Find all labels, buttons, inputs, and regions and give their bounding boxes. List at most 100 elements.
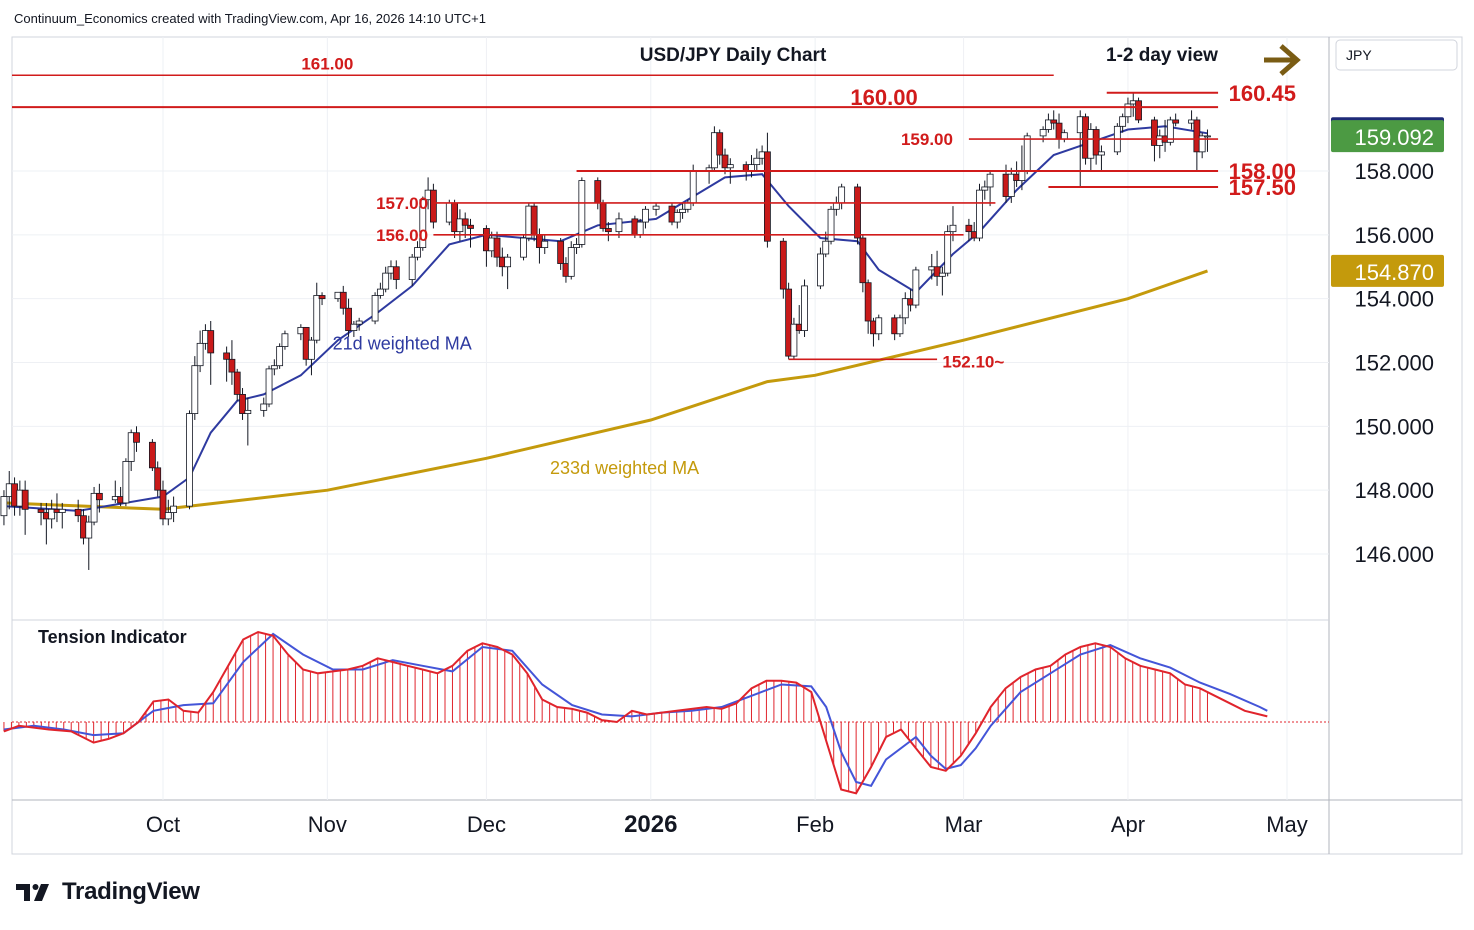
candle xyxy=(721,148,729,175)
ma-21-line xyxy=(3,125,1208,512)
candle xyxy=(864,279,872,334)
price-badge xyxy=(1331,120,1444,153)
candle-body xyxy=(376,288,384,296)
ma-label: 21d weighted MA xyxy=(333,333,472,353)
candle xyxy=(154,461,162,497)
candle xyxy=(148,439,156,472)
price-axis-label: 154.000 xyxy=(1354,287,1434,312)
candle xyxy=(944,225,952,277)
candle xyxy=(1007,167,1015,203)
candle-body xyxy=(594,180,602,204)
candle xyxy=(1172,113,1180,127)
candle xyxy=(313,282,321,344)
candle xyxy=(801,279,808,337)
candle-body xyxy=(37,508,45,513)
candle xyxy=(567,241,575,280)
level-label: 161.00 xyxy=(301,54,353,73)
candle-body xyxy=(689,170,697,204)
candle-body xyxy=(382,272,390,290)
candle-body xyxy=(170,505,178,513)
level-label: 152.10~ xyxy=(942,352,1004,371)
candle xyxy=(604,222,612,242)
candle-body xyxy=(615,218,623,233)
candle-body xyxy=(944,231,952,274)
candle-body xyxy=(721,154,729,169)
candle-body xyxy=(154,467,162,491)
candle-body xyxy=(223,352,231,360)
tradingview-logo[interactable]: TradingView xyxy=(14,878,200,906)
candle xyxy=(58,502,66,529)
candle-body xyxy=(85,521,93,539)
candle xyxy=(817,247,824,290)
credit-line: Continuum_Economics created with Trading… xyxy=(14,11,486,26)
candle-body xyxy=(753,157,761,166)
candle-body xyxy=(122,461,130,504)
candle-body xyxy=(1198,135,1206,153)
candle-body xyxy=(90,492,98,523)
candle xyxy=(1045,113,1052,133)
candle xyxy=(493,231,501,267)
candle xyxy=(578,177,586,248)
candle-body xyxy=(817,253,824,287)
candle-body xyxy=(345,307,352,331)
candle-body xyxy=(414,247,421,258)
candle xyxy=(673,209,681,229)
price-chart[interactable]: 146.000 148.000 150.000 152.000 154.000 156.0… xyxy=(0,0,1474,870)
candle xyxy=(419,196,427,251)
candle-body xyxy=(244,409,252,414)
candle-body xyxy=(785,288,793,357)
candle xyxy=(164,499,172,526)
candle-body xyxy=(281,333,289,347)
candle-body xyxy=(779,240,787,290)
candle-body xyxy=(1172,119,1180,124)
candle-body xyxy=(875,317,883,335)
candle-body xyxy=(981,186,989,191)
candle-body xyxy=(148,441,156,469)
candle xyxy=(785,282,793,360)
candle xyxy=(1050,110,1058,130)
tension-line xyxy=(3,630,1268,795)
time-axis-label: 2026 xyxy=(624,811,677,838)
tension-indicator-title: Tension Indicator xyxy=(38,627,187,647)
time-axis-label: Mar xyxy=(945,812,983,837)
candle-body xyxy=(1039,129,1047,137)
level-label: 156.00 xyxy=(376,226,428,245)
candle xyxy=(85,515,93,570)
candle-body xyxy=(912,269,920,306)
candle xyxy=(1124,97,1132,124)
candle xyxy=(308,336,315,376)
level-label: 160.45 xyxy=(1229,81,1296,106)
candle xyxy=(355,317,363,331)
candle xyxy=(1055,113,1063,149)
time-axis-label: Nov xyxy=(308,812,347,837)
candle xyxy=(376,282,384,299)
candle xyxy=(822,231,830,258)
candle xyxy=(74,499,82,523)
candle-body xyxy=(1204,135,1211,138)
currency-label: JPY xyxy=(1346,47,1372,63)
tradingview-logo-icon xyxy=(16,884,49,901)
candle-body xyxy=(371,295,379,322)
tradingview-logo-text: TradingView xyxy=(62,878,200,905)
candle-body xyxy=(827,208,835,242)
candle xyxy=(265,365,273,408)
candle-body xyxy=(822,240,830,255)
time-axis-label: Apr xyxy=(1111,812,1145,837)
time-axis-label: Feb xyxy=(796,812,834,837)
candle xyxy=(1198,132,1206,159)
candle xyxy=(196,330,204,373)
candle-body xyxy=(58,508,66,513)
candle xyxy=(90,486,98,526)
candle xyxy=(244,397,252,446)
candle xyxy=(1166,116,1174,146)
candle xyxy=(170,496,178,523)
candle-body xyxy=(1119,116,1127,127)
candle xyxy=(233,368,241,401)
candle-body xyxy=(567,247,575,277)
price-axis-label: 146.000 xyxy=(1354,542,1434,567)
currency-box xyxy=(1335,39,1458,71)
price-axis-label: 148.000 xyxy=(1354,478,1434,503)
candle-body xyxy=(339,291,347,309)
candle xyxy=(976,183,983,242)
candle xyxy=(652,202,660,216)
